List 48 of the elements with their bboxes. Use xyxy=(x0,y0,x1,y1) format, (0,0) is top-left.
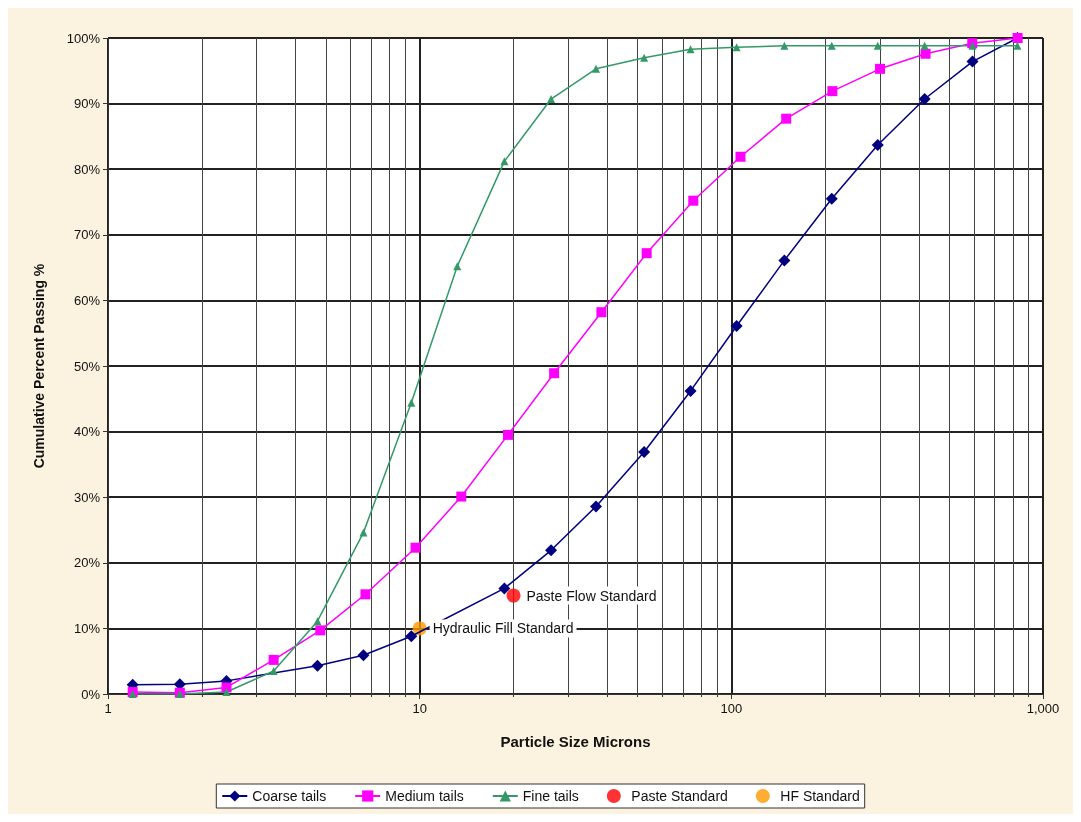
y-tick-label: 80% xyxy=(73,161,101,177)
point xyxy=(686,45,695,54)
y-tick-label: 30% xyxy=(73,489,101,505)
point xyxy=(780,41,789,50)
point xyxy=(313,617,322,626)
point xyxy=(1013,41,1022,50)
point xyxy=(640,53,649,62)
y-tick-label: 0% xyxy=(81,686,101,702)
point xyxy=(875,63,886,74)
point xyxy=(360,589,371,600)
point xyxy=(735,151,746,162)
point xyxy=(502,429,513,440)
y-tick-label: 70% xyxy=(73,227,101,243)
point xyxy=(222,688,231,697)
point xyxy=(547,95,556,104)
y-tick-label: 90% xyxy=(73,96,101,112)
point xyxy=(827,86,838,97)
y-tick-label: 40% xyxy=(73,424,101,440)
legend-label: Fine tails xyxy=(522,788,579,804)
x-axis-title: Particle Size Microns xyxy=(500,733,651,750)
legend-label: Coarse tails xyxy=(252,788,327,804)
point xyxy=(827,41,836,50)
point xyxy=(781,113,792,124)
legend-label: Medium tails xyxy=(385,788,464,804)
legend-label: Paste Standard xyxy=(631,788,728,804)
y-tick-label: 20% xyxy=(73,555,101,571)
point xyxy=(221,682,232,693)
point xyxy=(873,41,882,50)
legend-label: HF Standard xyxy=(780,788,860,804)
y-tick-label: 60% xyxy=(73,292,101,308)
point xyxy=(269,667,278,676)
point xyxy=(920,48,931,59)
x-tick-label: 10 xyxy=(412,701,427,716)
y-tick-label: 50% xyxy=(73,358,101,374)
point xyxy=(688,195,699,206)
point xyxy=(407,398,416,407)
annotation: Hydraulic Fill Standard xyxy=(432,620,574,637)
annotation: Paste Flow Standard xyxy=(526,587,657,604)
point xyxy=(268,654,279,665)
x-tick-label: 100 xyxy=(720,701,743,716)
y-tick-label: 100% xyxy=(66,30,101,46)
point xyxy=(315,625,326,636)
x-tick-label: 1,000 xyxy=(1026,701,1060,716)
x-tick-label: 1 xyxy=(104,701,112,716)
point xyxy=(920,41,929,50)
y-axis-title: Cumulative Percent Passing % xyxy=(31,263,47,469)
point xyxy=(641,248,652,259)
y-tick-label: 10% xyxy=(73,620,101,636)
